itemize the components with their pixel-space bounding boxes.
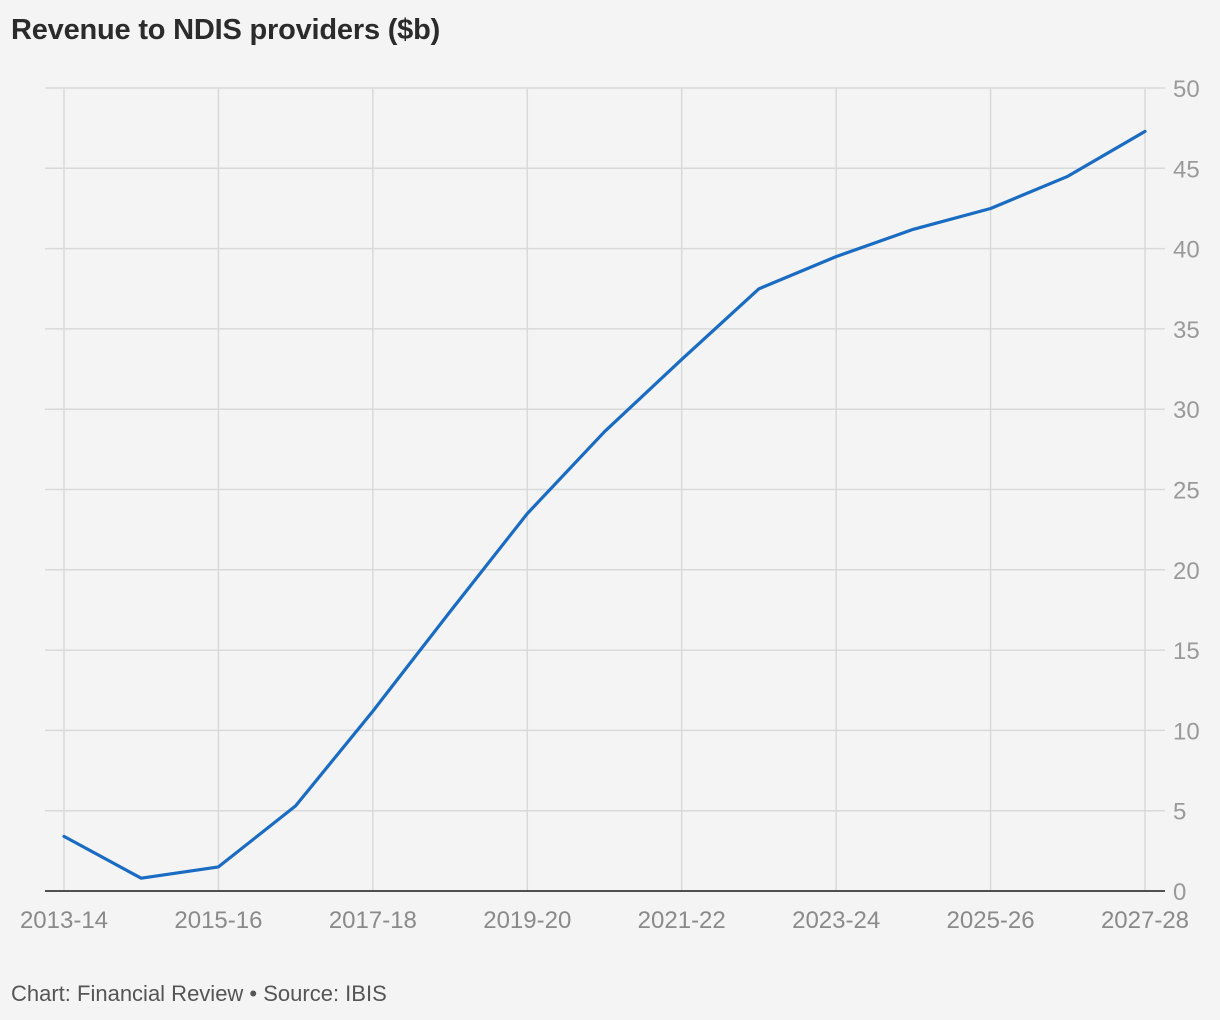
y-tick-label: 15 [1173,638,1200,665]
series-line [62,129,1147,880]
chart-title: Revenue to NDIS providers ($b) [11,14,441,46]
y-tick-label: 45 [1173,156,1200,183]
x-tick-label: 2017-18 [329,907,417,934]
y-tick-label: 35 [1173,317,1200,344]
y-tick-label: 10 [1173,718,1200,745]
x-tick-label: 2023-24 [792,907,880,934]
x-tick-label: 2019-20 [483,907,571,934]
y-axis-ticks: 0 5 10 15 20 25 30 35 40 45 50 [1173,76,1200,906]
y-tick-label: 40 [1173,237,1200,264]
y-tick-label: 5 [1173,799,1186,826]
x-tick-label: 2015-16 [174,907,262,934]
y-tick-label: 0 [1173,879,1186,906]
x-tick-label: 2027-28 [1101,907,1189,934]
y-tick-label: 50 [1173,76,1200,103]
gridlines [45,87,1165,892]
y-tick-label: 30 [1173,397,1200,424]
x-tick-label: 2021-22 [638,907,726,934]
y-tick-label: 20 [1173,558,1200,585]
x-tick-label: 2013-14 [20,907,108,934]
chart-source-note: Chart: Financial Review • Source: IBIS [11,981,387,1006]
x-tick-label: 2025-26 [947,907,1035,934]
y-tick-label: 25 [1173,478,1200,505]
series-layer [62,129,1147,880]
x-axis-ticks: 2013-14 2015-16 2017-18 2019-20 2021-22 2023-… [20,907,1189,934]
